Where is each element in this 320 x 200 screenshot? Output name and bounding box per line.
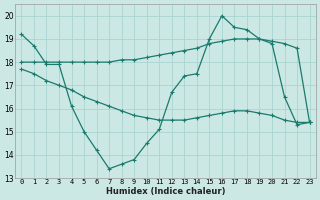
X-axis label: Humidex (Indice chaleur): Humidex (Indice chaleur) [106, 187, 225, 196]
